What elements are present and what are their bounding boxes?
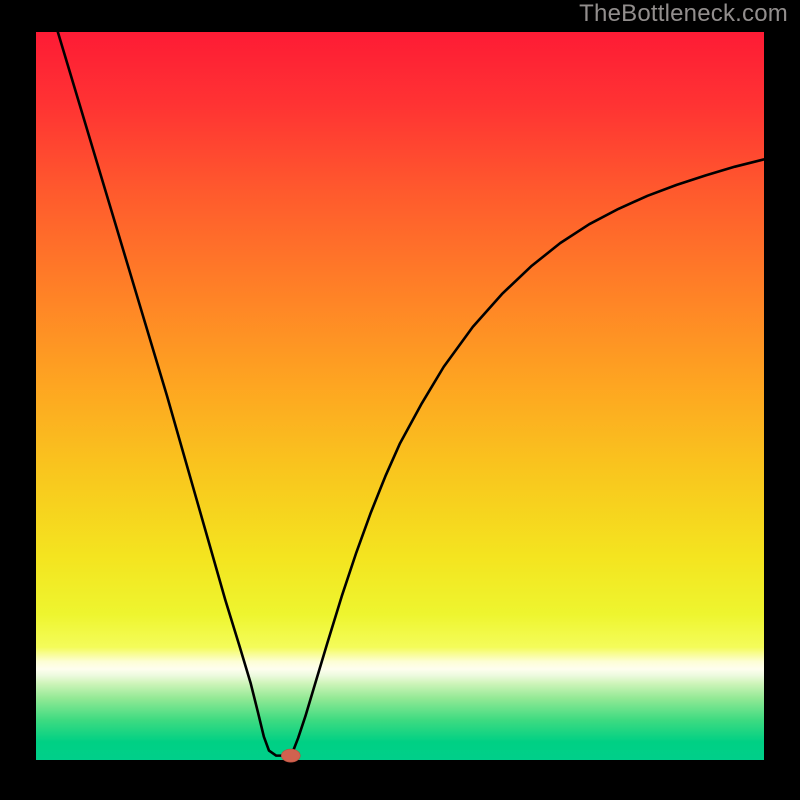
- bottleneck-chart: [0, 0, 800, 800]
- chart-frame: TheBottleneck.com: [0, 0, 800, 800]
- plot-background: [36, 32, 764, 760]
- watermark-text: TheBottleneck.com: [579, 0, 788, 28]
- optimum-marker: [281, 749, 300, 762]
